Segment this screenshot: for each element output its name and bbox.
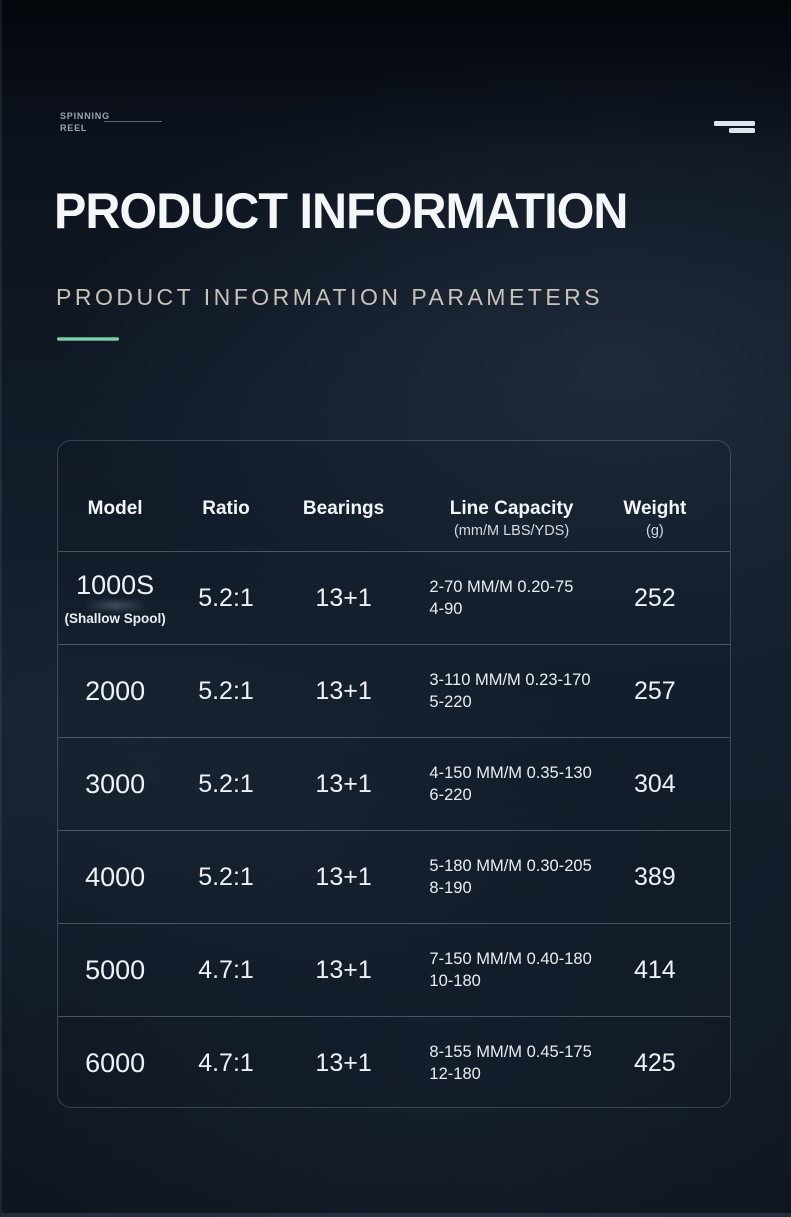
column-header-model: Model — [58, 498, 172, 542]
weight-value: 425 — [633, 1048, 676, 1077]
table-row: 3000 5.2:1 13+1 4-150 MM/M 0.35-130 6-220 304 — [58, 737, 730, 830]
weight-value: 252 — [633, 583, 676, 612]
model-cell: 4000 — [58, 862, 172, 892]
line-capacity-line1: 8-155 MM/M 0.45-175 — [429, 1043, 592, 1061]
line-capacity-line2: 5-220 — [429, 693, 472, 711]
column-header-sub: (g) — [645, 523, 664, 539]
ratio-value: 5.2:1 — [198, 676, 254, 705]
line-capacity-line2: 10-180 — [429, 972, 481, 990]
bearings-value: 13+1 — [315, 676, 372, 705]
model-value: 4000 — [85, 862, 146, 892]
bearings-value: 13+1 — [315, 1048, 372, 1077]
column-header-label: Weight — [623, 498, 687, 519]
column-header-label: Bearings — [302, 498, 385, 519]
line-capacity-line1: 5-180 MM/M 0.30-205 — [429, 857, 592, 875]
model-value: 2000 — [85, 676, 146, 706]
page-subtitle: PRODUCT INFORMATION PARAMETERS — [56, 284, 604, 310]
ratio-value: 4.7:1 — [198, 1048, 254, 1077]
table-row: 4000 5.2:1 13+1 5-180 MM/M 0.30-205 8-190 389 — [58, 830, 730, 923]
model-cell: 2000 — [58, 676, 172, 706]
model-note: (Shallow Spool) — [64, 610, 166, 626]
line-capacity-line1: 7-150 MM/M 0.40-180 — [429, 950, 592, 968]
bearings-value: 13+1 — [315, 769, 372, 798]
brand-tag-line1: SPINNING — [60, 111, 110, 121]
menu-lines-icon — [714, 121, 755, 133]
model-value: 3000 — [85, 769, 146, 799]
page-title: PRODUCT INFORMATION — [54, 183, 628, 239]
table-row: 5000 4.7:1 13+1 7-150 MM/M 0.40-180 10-180 41… — [58, 923, 730, 1016]
model-value: 1000S — [76, 569, 155, 600]
model-cell: 1000S (Shallow Spool) — [58, 570, 172, 627]
line-capacity-cell: 8-155 MM/M 0.45-175 12-180 — [407, 1041, 615, 1085]
model-cell: 5000 — [58, 955, 172, 985]
menu-bar-bottom — [729, 128, 755, 133]
column-header-weight: Weight (g) — [616, 498, 730, 542]
line-capacity-line1: 2-70 MM/M 0.20-75 — [429, 578, 574, 596]
line-capacity-line2: 4-90 — [429, 600, 463, 618]
model-cell: 6000 — [58, 1048, 172, 1078]
accent-underline — [57, 337, 119, 341]
brand-tag: SPINNING REEL — [60, 110, 110, 134]
line-capacity-line1: 3-110 MM/M 0.23-170 — [429, 671, 591, 689]
line-capacity-cell: 4-150 MM/M 0.35-130 6-220 — [407, 762, 615, 806]
line-capacity-cell: 5-180 MM/M 0.30-205 8-190 — [407, 855, 615, 899]
column-header-label: Model — [87, 498, 143, 519]
model-cell: 3000 — [58, 769, 172, 799]
weight-value: 257 — [633, 676, 676, 705]
ratio-value: 5.2:1 — [198, 862, 254, 891]
line-capacity-line1: 4-150 MM/M 0.35-130 — [429, 764, 592, 782]
table-header-row: Model Ratio Bearings Line Capacity (mm/M… — [58, 441, 730, 551]
table-row: 2000 5.2:1 13+1 3-110 MM/M 0.23-170 5-220 257 — [58, 644, 730, 737]
spec-table: Model Ratio Bearings Line Capacity (mm/M… — [57, 440, 731, 1108]
column-header-line-capacity: Line Capacity (mm/M LBS/YDS) — [407, 498, 615, 542]
line-capacity-cell: 7-150 MM/M 0.40-180 10-180 — [407, 948, 615, 992]
column-header-sub: (mm/M LBS/YDS) — [453, 523, 570, 539]
bearings-value: 13+1 — [315, 955, 372, 984]
column-header-bearings: Bearings — [280, 498, 408, 542]
blurred-text-artifact — [87, 600, 144, 610]
table-row: 6000 4.7:1 13+1 8-155 MM/M 0.45-175 12-180 42… — [58, 1016, 730, 1109]
line-capacity-line2: 8-190 — [429, 879, 472, 897]
brand-tag-line2: REEL — [60, 123, 88, 133]
model-value: 6000 — [85, 1048, 146, 1078]
ratio-value: 5.2:1 — [198, 769, 254, 798]
menu-bar-top — [714, 121, 755, 126]
column-header-ratio: Ratio — [172, 498, 280, 542]
table-body: 1000S (Shallow Spool) 5.2:1 13+1 2-70 MM/M 0… — [58, 551, 730, 1109]
table-row: 1000S (Shallow Spool) 5.2:1 13+1 2-70 MM/M 0… — [58, 551, 730, 644]
line-capacity-line2: 6-220 — [429, 786, 472, 804]
column-header-label: Line Capacity — [449, 498, 574, 519]
bearings-value: 13+1 — [315, 862, 372, 891]
line-capacity-cell: 3-110 MM/M 0.23-170 5-220 — [407, 669, 615, 713]
brand-tag-rule — [104, 121, 162, 122]
model-value: 5000 — [85, 955, 146, 985]
weight-value: 389 — [633, 862, 676, 891]
weight-value: 304 — [633, 769, 676, 798]
column-header-label: Ratio — [202, 498, 250, 519]
ratio-value: 5.2:1 — [198, 583, 254, 612]
line-capacity-line2: 12-180 — [429, 1065, 481, 1083]
ratio-value: 4.7:1 — [198, 955, 254, 984]
line-capacity-cell: 2-70 MM/M 0.20-75 4-90 — [407, 576, 615, 620]
weight-value: 414 — [633, 955, 676, 984]
bearings-value: 13+1 — [315, 583, 372, 612]
